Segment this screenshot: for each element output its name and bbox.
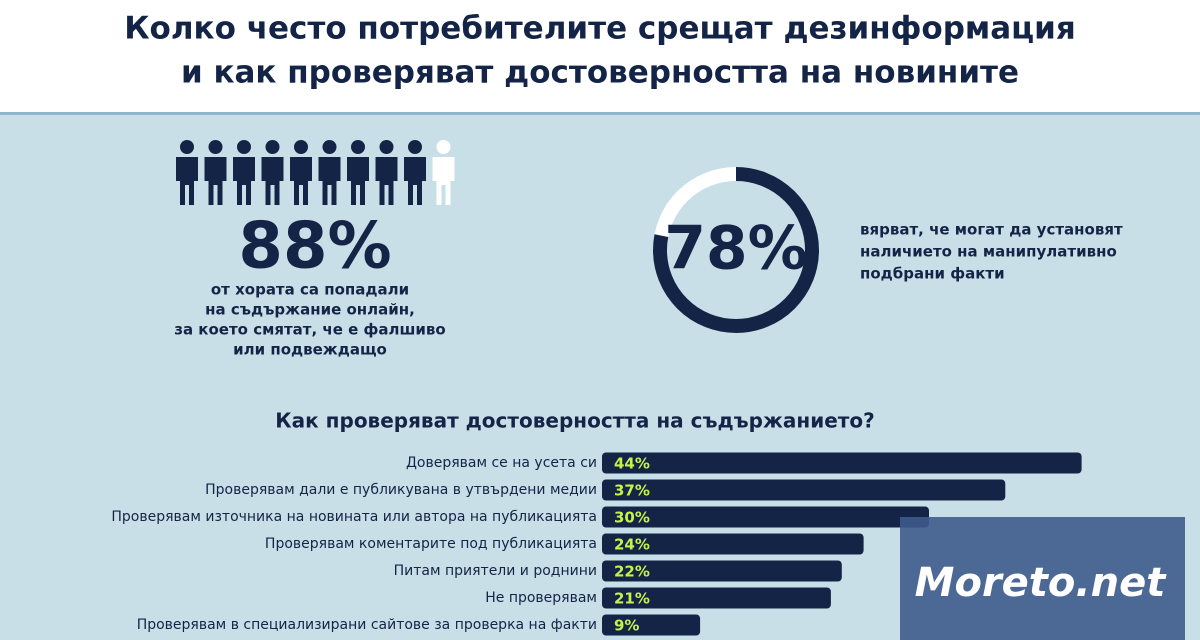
- person-head: [436, 140, 451, 154]
- bar-chart: Доверявам се на усета си 44% Проверявам да…: [111, 452, 1082, 636]
- person-head: [180, 140, 194, 154]
- watermark-box: [900, 517, 1185, 640]
- person-head: [237, 140, 251, 154]
- person-head: [265, 140, 280, 154]
- stat-text: за което смятат, че е фалшиво: [174, 321, 445, 339]
- stat-value: 88%: [238, 210, 391, 284]
- bar: [602, 479, 1006, 501]
- person-body: [261, 157, 284, 205]
- bar: [602, 614, 701, 636]
- person-head: [294, 140, 308, 154]
- watermark: Moreto.net: [915, 560, 1168, 606]
- person-head: [208, 140, 223, 154]
- person-body: [290, 157, 312, 205]
- value-label: 30%: [614, 509, 650, 527]
- person-icon: [176, 140, 198, 205]
- person-body: [176, 157, 198, 205]
- person-icon: [290, 140, 312, 205]
- category-label: Питам приятели и роднини: [394, 563, 597, 579]
- person-body: [404, 157, 426, 205]
- person-icon: [347, 140, 369, 205]
- person-head: [322, 140, 337, 154]
- stat-text: вярват, че могат да установят: [860, 221, 1123, 239]
- value-label: 44%: [614, 455, 650, 473]
- bar: [602, 533, 864, 555]
- person-body: [204, 157, 227, 205]
- category-label: Проверявам източника на новината или авт…: [111, 509, 597, 525]
- person-body: [233, 157, 255, 205]
- person-icon: [261, 140, 284, 205]
- value-label: 21%: [614, 590, 650, 608]
- stat-text: от хората са попадали: [211, 281, 409, 299]
- header-band: [0, 0, 1200, 112]
- value-label: 24%: [614, 536, 650, 554]
- person-icon: [375, 140, 398, 205]
- person-icon: [204, 140, 227, 205]
- value-label: 9%: [614, 617, 639, 635]
- stat-text: подбрани факти: [860, 265, 1005, 283]
- person-icon: [432, 140, 455, 205]
- bar: [602, 587, 831, 609]
- category-label: Доверявам се на усета си: [406, 455, 597, 471]
- header-border: [0, 112, 1200, 115]
- bar: [602, 560, 842, 582]
- person-head: [408, 140, 422, 154]
- ring-arc: [653, 167, 819, 333]
- person-body: [432, 157, 455, 205]
- person-icon: [233, 140, 255, 205]
- person-body: [318, 157, 341, 205]
- stat-text: наличието на манипулативно: [860, 243, 1117, 261]
- value-label: 22%: [614, 563, 650, 581]
- category-label: Не проверявам: [485, 590, 597, 606]
- category-label: Проверявам коментарите под публикацията: [265, 536, 597, 552]
- person-head: [351, 140, 365, 154]
- category-label: Проверявам в специализирани сайтове за п…: [137, 617, 597, 633]
- person-icon: [318, 140, 341, 205]
- stat-value: 78%: [664, 214, 808, 284]
- title-line: Колко често потребителите срещат дезинфо…: [124, 11, 1076, 47]
- pictogram: [176, 140, 455, 205]
- bar: [602, 452, 1082, 474]
- bar: [602, 506, 929, 528]
- value-label: 37%: [614, 482, 650, 500]
- person-body: [375, 157, 398, 205]
- person-body: [347, 157, 369, 205]
- person-icon: [404, 140, 426, 205]
- person-head: [379, 140, 394, 154]
- stat-text: или подвеждащо: [233, 341, 387, 359]
- title-line: и как проверяват достоверността на новин…: [181, 55, 1019, 91]
- chart-title: Как проверяват достоверността на съдържа…: [275, 409, 874, 433]
- stat-text: на съдържание онлайн,: [205, 301, 415, 319]
- category-label: Проверявам дали е публикувана в утвърден…: [205, 482, 597, 498]
